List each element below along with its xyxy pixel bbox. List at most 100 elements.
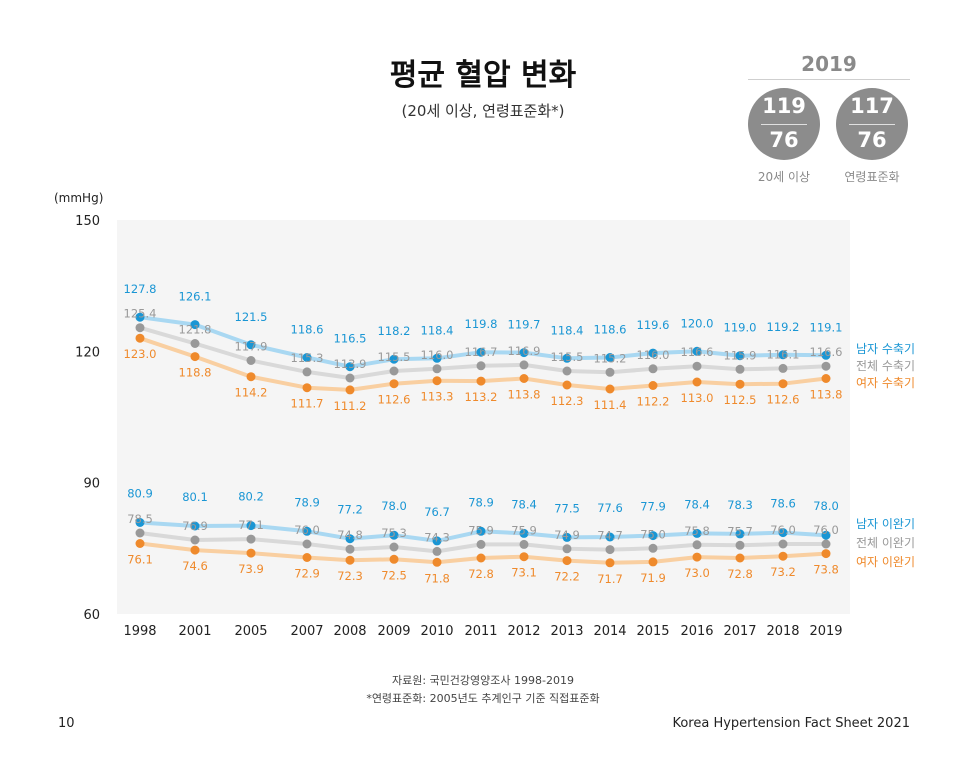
data-label: 116.0 bbox=[421, 348, 454, 362]
data-point bbox=[519, 539, 529, 549]
data-label: 116.9 bbox=[508, 344, 541, 358]
data-label: 116.7 bbox=[465, 345, 498, 359]
data-point bbox=[345, 362, 355, 372]
data-label: 119.6 bbox=[637, 318, 670, 332]
data-point bbox=[778, 539, 788, 549]
legend-label: 남자 이완기 bbox=[856, 517, 915, 531]
page-title: 평균 혈압 변화 bbox=[389, 58, 577, 93]
data-point bbox=[562, 353, 572, 363]
data-label: 78.4 bbox=[684, 497, 710, 511]
y-tick-label: 90 bbox=[83, 477, 100, 492]
y-tick-label: 150 bbox=[75, 214, 100, 229]
data-point bbox=[692, 377, 702, 387]
legend-label: 남자 수축기 bbox=[856, 342, 915, 356]
data-label: 113.0 bbox=[681, 391, 714, 405]
page-subtitle: (20세 이상, 연령표준화*) bbox=[401, 102, 565, 120]
x-tick-label: 2018 bbox=[766, 624, 799, 639]
data-label: 72.2 bbox=[554, 570, 580, 584]
data-point bbox=[735, 529, 745, 539]
data-label: 74.3 bbox=[424, 530, 450, 544]
data-point bbox=[302, 353, 312, 362]
data-label: 75.8 bbox=[684, 524, 710, 538]
data-label: 76.9 bbox=[182, 519, 208, 533]
data-point bbox=[190, 535, 200, 545]
data-label: 77.6 bbox=[597, 501, 623, 515]
data-point bbox=[821, 361, 831, 371]
data-point bbox=[190, 521, 200, 531]
data-label: 112.2 bbox=[637, 395, 670, 409]
data-label: 75.0 bbox=[640, 527, 666, 541]
data-label: 118.4 bbox=[421, 323, 454, 337]
data-point bbox=[519, 374, 529, 383]
data-point bbox=[821, 530, 831, 540]
data-point bbox=[735, 540, 745, 550]
data-point bbox=[562, 366, 572, 376]
series-line bbox=[139, 541, 827, 565]
data-point bbox=[778, 528, 788, 538]
data-label: 115.9 bbox=[724, 348, 757, 362]
data-label: 113.8 bbox=[810, 388, 843, 402]
data-label: 73.8 bbox=[813, 563, 839, 577]
data-point bbox=[432, 546, 442, 556]
data-point bbox=[135, 333, 145, 343]
data-label: 112.6 bbox=[767, 393, 800, 407]
data-label: 74.9 bbox=[554, 528, 580, 542]
data-point bbox=[648, 364, 658, 374]
data-point bbox=[246, 372, 256, 382]
data-label: 73.9 bbox=[238, 562, 264, 576]
legend-label: 전체 이완기 bbox=[856, 536, 915, 550]
data-label: 119.7 bbox=[508, 318, 541, 332]
data-point bbox=[389, 542, 399, 552]
data-label: 111.7 bbox=[291, 397, 324, 411]
data-label: 74.7 bbox=[597, 529, 623, 543]
summary-year: 2019 bbox=[801, 52, 857, 76]
data-point bbox=[246, 340, 256, 350]
data-label: 114.2 bbox=[235, 386, 268, 400]
data-point bbox=[432, 353, 442, 363]
data-point bbox=[648, 543, 658, 553]
data-label: 72.9 bbox=[294, 567, 320, 581]
data-point bbox=[821, 350, 831, 360]
data-label: 76.1 bbox=[127, 553, 153, 567]
summary-caption-standardized: 연령표준화 bbox=[844, 170, 900, 184]
data-label: 112.5 bbox=[724, 393, 757, 407]
data-point bbox=[562, 380, 572, 390]
data-label: 72.8 bbox=[727, 567, 753, 581]
data-point bbox=[432, 364, 442, 374]
data-point bbox=[345, 544, 355, 554]
data-label: 119.1 bbox=[810, 320, 843, 334]
data-point bbox=[246, 521, 256, 531]
data-label: 71.8 bbox=[424, 571, 450, 585]
data-label: 78.0 bbox=[381, 499, 407, 513]
data-point bbox=[692, 552, 702, 562]
systolic-value: 119 bbox=[762, 94, 806, 118]
data-label: 116.5 bbox=[334, 332, 367, 346]
data-point bbox=[692, 528, 702, 538]
data-label: 116.0 bbox=[637, 348, 670, 362]
data-point bbox=[605, 532, 615, 542]
diastolic-value: 76 bbox=[857, 128, 887, 152]
data-label: 78.6 bbox=[770, 497, 796, 511]
summary-bubble-adult: 119 76 bbox=[748, 88, 820, 160]
y-axis-unit: (mmHg) bbox=[54, 191, 103, 205]
data-label: 113.3 bbox=[421, 390, 454, 404]
data-point bbox=[389, 530, 399, 540]
data-point bbox=[389, 366, 399, 376]
systolic-value: 117 bbox=[850, 94, 894, 118]
data-point bbox=[476, 553, 486, 563]
data-point bbox=[302, 539, 312, 549]
data-label: 113.9 bbox=[334, 357, 367, 371]
summary-bubble-standardized: 117 76 bbox=[836, 88, 908, 160]
x-tick-label: 2016 bbox=[680, 624, 713, 639]
data-label: 77.2 bbox=[337, 503, 363, 517]
data-point bbox=[519, 360, 529, 370]
x-tick-label: 2015 bbox=[636, 624, 669, 639]
data-label: 116.6 bbox=[810, 345, 843, 359]
data-label: 113.8 bbox=[508, 388, 541, 402]
data-point bbox=[692, 361, 702, 371]
data-label: 123.0 bbox=[124, 347, 157, 361]
data-label: 72.3 bbox=[337, 569, 363, 583]
data-point bbox=[190, 339, 200, 348]
data-point bbox=[821, 374, 831, 383]
data-label: 71.9 bbox=[640, 571, 666, 585]
